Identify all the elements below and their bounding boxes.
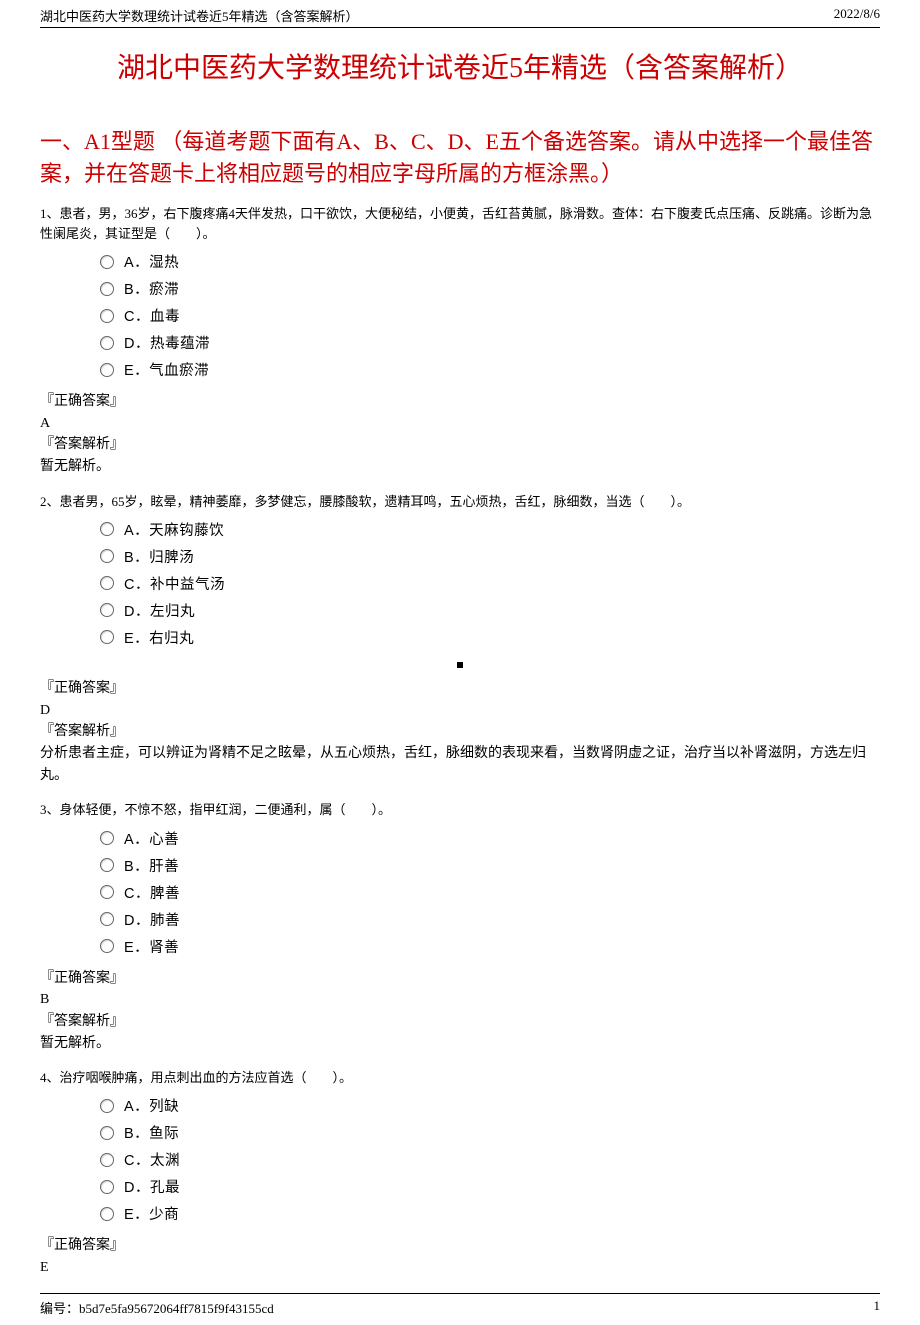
option-list: A．列缺 B．鱼际 C．太渊 D．孔最 E．少商 [40, 1092, 880, 1227]
option-e[interactable]: E．少商 [40, 1200, 880, 1227]
radio-icon [100, 336, 114, 350]
radio-icon [100, 1153, 114, 1167]
correct-answer: E [40, 1257, 880, 1279]
header-left: 湖北中医药大学数理统计试卷近5年精选（含答案解析） [40, 6, 359, 25]
document-title: 湖北中医药大学数理统计试卷近5年精选（含答案解析） [40, 46, 880, 86]
option-b[interactable]: B．肝善 [40, 852, 880, 879]
option-b[interactable]: B．归脾汤 [40, 543, 880, 570]
correct-answer-label: 『正确答案』 [40, 968, 880, 990]
option-a[interactable]: A．天麻钩藤饮 [40, 516, 880, 543]
option-label: A．湿热 [124, 251, 179, 272]
option-d[interactable]: D．左归丸 [40, 597, 880, 624]
option-e[interactable]: E．肾善 [40, 933, 880, 960]
answer-block: 『正确答案』 D 『答案解析』 分析患者主症，可以辨证为肾精不足之眩晕，从五心烦… [40, 678, 880, 786]
radio-icon [100, 549, 114, 563]
radio-icon [100, 630, 114, 644]
option-label: C．补中益气汤 [124, 573, 225, 594]
page-marker [40, 659, 880, 670]
correct-answer: A [40, 413, 880, 435]
question-stem: 3、身体轻便，不惊不怒，指甲红润，二便通利，属（ ）。 [40, 800, 880, 820]
radio-icon [100, 831, 114, 845]
option-c[interactable]: C．脾善 [40, 879, 880, 906]
radio-icon [100, 885, 114, 899]
header-date: 2022/8/6 [834, 6, 880, 25]
option-label: A．天麻钩藤饮 [124, 519, 224, 540]
option-label: D．肺善 [124, 909, 180, 930]
option-d[interactable]: D．肺善 [40, 906, 880, 933]
radio-icon [100, 1180, 114, 1194]
question-stem: 4、治疗咽喉肿痛，用点刺出血的方法应首选（ ）。 [40, 1068, 880, 1088]
option-label: C．血毒 [124, 305, 180, 326]
option-label: A．心善 [124, 828, 179, 849]
question-stem: 2、患者男，65岁，眩晕，精神萎靡，多梦健忘，腰膝酸软，遗精耳鸣，五心烦热，舌红… [40, 492, 880, 512]
radio-icon [100, 1099, 114, 1113]
option-e[interactable]: E．气血瘀滞 [40, 356, 880, 383]
option-d[interactable]: D．孔最 [40, 1173, 880, 1200]
correct-answer-label: 『正确答案』 [40, 678, 880, 700]
option-label: D．左归丸 [124, 600, 195, 621]
option-c[interactable]: C．补中益气汤 [40, 570, 880, 597]
correct-answer: B [40, 989, 880, 1011]
option-label: D．热毒蕴滞 [124, 332, 210, 353]
analysis-text: 暂无解析。 [40, 456, 880, 478]
option-list: A．心善 B．肝善 C．脾善 D．肺善 E．肾善 [40, 825, 880, 960]
page-header: 湖北中医药大学数理统计试卷近5年精选（含答案解析） 2022/8/6 [40, 0, 880, 28]
analysis-text: 暂无解析。 [40, 1033, 880, 1055]
analysis-label: 『答案解析』 [40, 721, 880, 743]
option-list: A．天麻钩藤饮 B．归脾汤 C．补中益气汤 D．左归丸 E．右归丸 [40, 516, 880, 651]
option-e[interactable]: E．右归丸 [40, 624, 880, 651]
radio-icon [100, 858, 114, 872]
option-label: E．肾善 [124, 936, 179, 957]
answer-block: 『正确答案』 E [40, 1235, 880, 1278]
radio-icon [100, 603, 114, 617]
option-label: B．瘀滞 [124, 278, 179, 299]
radio-icon [100, 939, 114, 953]
analysis-label: 『答案解析』 [40, 1011, 880, 1033]
radio-icon [100, 522, 114, 536]
option-label: B．归脾汤 [124, 546, 194, 567]
option-c[interactable]: C．太渊 [40, 1146, 880, 1173]
page-number: 1 [874, 1298, 881, 1317]
correct-answer: D [40, 700, 880, 722]
option-label: E．气血瘀滞 [124, 359, 209, 380]
radio-icon [100, 363, 114, 377]
option-label: B．鱼际 [124, 1122, 179, 1143]
radio-icon [100, 576, 114, 590]
radio-icon [100, 912, 114, 926]
option-label: A．列缺 [124, 1095, 179, 1116]
correct-answer-label: 『正确答案』 [40, 1235, 880, 1257]
option-b[interactable]: B．瘀滞 [40, 275, 880, 302]
option-a[interactable]: A．心善 [40, 825, 880, 852]
footer-id: 编号：b5d7e5fa95672064ff7815f9f43155cd [40, 1298, 274, 1317]
answer-block: 『正确答案』 A 『答案解析』 暂无解析。 [40, 391, 880, 478]
option-list: A．湿热 B．瘀滞 C．血毒 D．热毒蕴滞 E．气血瘀滞 [40, 248, 880, 383]
correct-answer-label: 『正确答案』 [40, 391, 880, 413]
option-label: C．脾善 [124, 882, 180, 903]
page-footer: 编号：b5d7e5fa95672064ff7815f9f43155cd 1 [40, 1293, 880, 1325]
analysis-text: 分析患者主症，可以辨证为肾精不足之眩晕，从五心烦热，舌红，脉细数的表现来看，当数… [40, 743, 880, 786]
option-a[interactable]: A．列缺 [40, 1092, 880, 1119]
option-c[interactable]: C．血毒 [40, 302, 880, 329]
radio-icon [100, 1126, 114, 1140]
analysis-label: 『答案解析』 [40, 434, 880, 456]
radio-icon [100, 282, 114, 296]
option-b[interactable]: B．鱼际 [40, 1119, 880, 1146]
option-label: E．少商 [124, 1203, 179, 1224]
option-a[interactable]: A．湿热 [40, 248, 880, 275]
radio-icon [100, 1207, 114, 1221]
option-label: B．肝善 [124, 855, 179, 876]
option-d[interactable]: D．热毒蕴滞 [40, 329, 880, 356]
option-label: D．孔最 [124, 1176, 180, 1197]
radio-icon [100, 255, 114, 269]
radio-icon [100, 309, 114, 323]
question-stem: 1、患者，男，36岁，右下腹疼痛4天伴发热，口干欲饮，大便秘结，小便黄，舌红苔黄… [40, 204, 880, 244]
option-label: C．太渊 [124, 1149, 180, 1170]
section-heading: 一、A1型题 （每道考题下面有A、B、C、D、E五个备选答案。请从中选择一个最佳… [40, 126, 880, 190]
answer-block: 『正确答案』 B 『答案解析』 暂无解析。 [40, 968, 880, 1055]
option-label: E．右归丸 [124, 627, 194, 648]
